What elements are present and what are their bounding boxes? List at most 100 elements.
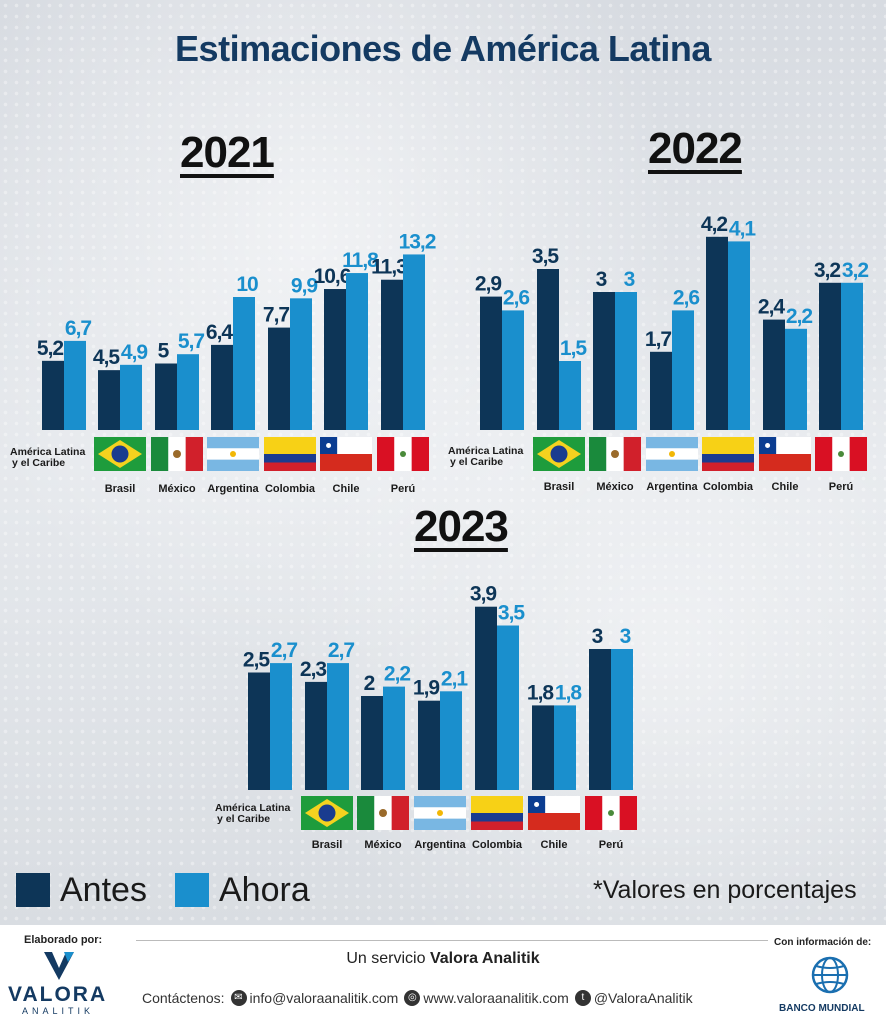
data-label-antes-2021-4: 7,7 <box>263 304 290 327</box>
bar-antes-2022-0 <box>480 296 502 430</box>
bar-charts: 5,26,7 América Latina y el Caribe 4,5 4,9 Bra… <box>10 213 869 851</box>
flag-icon-2023-1 <box>301 796 353 830</box>
category-label-2023-1: Brasil <box>312 839 343 851</box>
flag-icon-2022-6 <box>815 437 867 471</box>
bar-antes-2023-0 <box>248 672 270 790</box>
data-label-ahora-2021-6: 13,2 <box>399 230 436 253</box>
category-label-2021-1: Brasil <box>105 483 136 495</box>
bar-ahora-2023-3 <box>440 691 462 790</box>
bar-antes-2021-0 <box>42 360 64 430</box>
units-note: *Valores en porcentajes <box>593 876 857 904</box>
category-label-2022-1: Brasil <box>544 481 575 493</box>
data-label-antes-2022-1: 3,5 <box>532 245 560 268</box>
bar-ahora-2021-0 <box>64 340 86 430</box>
footer <box>0 925 886 1024</box>
contact-email[interactable]: info@valoraanalitik.com <box>249 990 399 1006</box>
bar-antes-2022-4 <box>706 236 728 430</box>
category-label-2023-5: Chile <box>541 839 568 851</box>
data-label-ahora-2022-6: 3,2 <box>842 259 869 282</box>
bar-ahora-2022-6 <box>841 282 863 430</box>
category-label-2021-6: Perú <box>391 483 415 495</box>
data-label-antes-2023-4: 3,9 <box>470 583 497 606</box>
data-label-ahora-2023-1: 2,7 <box>328 639 355 662</box>
bar-ahora-2021-1 <box>120 364 142 430</box>
bar-antes-2022-2 <box>593 292 615 430</box>
bar-ahora-2022-0 <box>502 310 524 430</box>
data-label-ahora-2021-1: 4,9 <box>121 341 148 364</box>
data-label-antes-2021-3: 6,4 <box>206 321 234 344</box>
data-label-antes-2022-6: 3,2 <box>814 259 841 282</box>
bar-ahora-2022-3 <box>672 310 694 430</box>
bar-antes-2023-6 <box>589 649 611 790</box>
legend-antes: Antes <box>16 870 147 910</box>
data-label-ahora-2023-4: 3,5 <box>498 602 526 625</box>
email-icon: ✉ <box>230 990 247 1006</box>
category-label-2023-3: Argentina <box>414 839 466 851</box>
contact-label: Contáctenos: <box>142 990 225 1006</box>
flag-icon-2021-1 <box>94 437 146 471</box>
legend-ahora-swatch <box>175 873 209 907</box>
data-label-ahora-2022-3: 2,6 <box>673 286 700 309</box>
data-label-antes-2023-1: 2,3 <box>300 658 327 681</box>
flag-icon-2023-2 <box>357 796 409 830</box>
data-label-antes-2021-1: 4,5 <box>93 346 121 369</box>
globe-icon: ◎ <box>404 990 421 1006</box>
data-label-ahora-2022-1: 1,5 <box>560 337 588 360</box>
bar-antes-2022-1 <box>537 269 559 430</box>
data-label-ahora-2023-6: 3 <box>620 625 631 648</box>
bar-antes-2021-6 <box>381 279 403 430</box>
made-by-label: Elaborado por: <box>24 934 103 946</box>
bar-antes-2023-2 <box>361 696 383 790</box>
category-label-2023-6: Perú <box>599 839 623 851</box>
bar-antes-2023-5 <box>532 705 554 790</box>
flag-icon-2021-5 <box>320 437 372 471</box>
bar-antes-2023-4 <box>475 606 497 790</box>
bar-ahora-2021-6 <box>403 254 425 430</box>
data-label-antes-2021-5: 10,6 <box>314 265 351 288</box>
bar-ahora-2023-0 <box>270 663 292 790</box>
bar-ahora-2022-1 <box>559 361 581 430</box>
flag-icon-2023-6 <box>585 796 637 830</box>
data-label-antes-2023-5: 1,8 <box>527 681 555 704</box>
bar-ahora-2023-4 <box>497 625 519 790</box>
year-title-2021: 2021 <box>180 128 275 177</box>
data-label-ahora-2021-4: 9,9 <box>291 274 318 297</box>
bar-ahora-2022-5 <box>785 328 807 430</box>
legend-antes-swatch <box>16 873 50 907</box>
data-label-ahora-2021-5: 11,8 <box>342 249 379 272</box>
bar-antes-2022-5 <box>763 319 785 430</box>
data-label-ahora-2021-0: 6,7 <box>65 317 92 340</box>
bar-antes-2021-5 <box>324 289 346 430</box>
contact-handle[interactable]: @ValoraAnalitik <box>593 990 693 1006</box>
bar-ahora-2023-6 <box>611 649 633 790</box>
category-label-2021-0: América Latina y el Caribe <box>10 446 85 469</box>
flag-icon-2022-1 <box>533 437 585 471</box>
data-label-antes-2022-0: 2,9 <box>475 273 502 296</box>
bar-ahora-2023-5 <box>554 705 576 790</box>
bar-antes-2023-1 <box>305 681 327 790</box>
category-label-2021-4: Colombia <box>265 483 316 495</box>
flag-icon-2021-6 <box>377 437 429 471</box>
year-title-2023: 2023 <box>414 502 509 551</box>
world-bank-name: BANCO MUNDIAL <box>779 1003 865 1014</box>
category-label-2022-6: Perú <box>829 481 853 493</box>
contact-website[interactable]: www.valoraanalitik.com <box>423 990 569 1006</box>
bar-ahora-2021-4 <box>290 298 312 430</box>
category-label-2022-4: Colombia <box>703 481 754 493</box>
flag-icon-2021-3 <box>207 437 259 471</box>
bar-antes-2021-2 <box>155 363 177 430</box>
data-label-ahora-2022-2: 3 <box>624 268 635 291</box>
bar-antes-2022-6 <box>819 282 841 430</box>
data-label-ahora-2021-3: 10 <box>236 273 258 296</box>
legend-ahora-label: Ahora <box>219 870 310 909</box>
bar-ahora-2021-2 <box>177 354 199 430</box>
flag-icon-2023-3 <box>414 796 466 830</box>
service-prefix: Un servicio <box>346 950 426 967</box>
bar-antes-2021-3 <box>211 344 233 430</box>
category-label-2022-3: Argentina <box>646 481 698 493</box>
flag-icon-2022-4 <box>702 437 754 471</box>
data-label-antes-2021-2: 5 <box>158 340 170 363</box>
category-label-2023-4: Colombia <box>472 839 523 851</box>
data-label-antes-2021-6: 11,3 <box>371 256 407 279</box>
